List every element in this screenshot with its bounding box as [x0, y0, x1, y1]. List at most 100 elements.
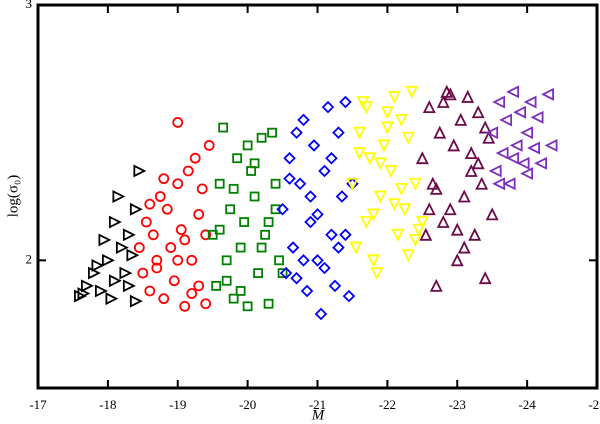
point: [161, 203, 173, 215]
point: [366, 208, 380, 222]
point: [541, 87, 554, 101]
point: [461, 89, 475, 103]
point: [429, 181, 443, 195]
point: [366, 254, 380, 268]
point: [516, 156, 530, 170]
point: [270, 204, 281, 215]
point: [457, 189, 471, 203]
point: [249, 191, 260, 202]
point: [520, 126, 534, 140]
point: [345, 177, 359, 191]
point: [377, 139, 391, 153]
point: [482, 130, 496, 144]
point: [260, 229, 270, 240]
point: [335, 190, 349, 203]
point: [182, 165, 194, 177]
point: [352, 147, 366, 161]
point: [475, 176, 489, 190]
point: [203, 140, 215, 151]
point: [151, 254, 163, 266]
point: [147, 229, 159, 241]
point: [235, 242, 246, 253]
point: [412, 223, 426, 237]
series: [133, 117, 215, 312]
point: [485, 207, 499, 221]
point: [115, 241, 129, 255]
point: [297, 254, 310, 267]
point: [485, 126, 499, 140]
point: [221, 275, 232, 286]
y-axis-label: log(σ₀): [5, 175, 21, 217]
point: [488, 164, 502, 178]
point: [242, 140, 253, 151]
point: [207, 229, 218, 240]
point: [172, 117, 184, 128]
point: [370, 267, 384, 281]
point: [165, 242, 177, 253]
point: [339, 95, 352, 109]
point: [311, 208, 324, 221]
point: [387, 198, 401, 212]
point: [509, 138, 523, 152]
point: [119, 266, 133, 280]
point: [307, 139, 321, 152]
point: [94, 284, 108, 298]
x-tick-label: -25: [588, 397, 600, 412]
point: [429, 278, 443, 292]
point: [380, 121, 394, 135]
point: [387, 91, 401, 104]
point: [464, 146, 478, 159]
point: [211, 280, 222, 291]
point: [408, 234, 422, 247]
point: [225, 204, 236, 215]
point: [499, 113, 513, 127]
point: [436, 215, 450, 228]
point: [129, 202, 143, 216]
x-tick-label: -20: [239, 397, 256, 412]
point: [332, 126, 345, 139]
point: [342, 289, 356, 303]
point: [290, 126, 303, 139]
point: [179, 234, 191, 246]
point: [112, 190, 126, 203]
point: [506, 151, 520, 165]
point: [530, 110, 544, 124]
point: [373, 190, 387, 204]
y-tick-label: 2: [26, 251, 33, 266]
point: [283, 151, 296, 165]
point: [267, 127, 277, 138]
point: [175, 224, 187, 236]
point: [359, 101, 373, 115]
point: [193, 208, 205, 220]
point: [133, 164, 147, 178]
point: [426, 176, 440, 190]
point: [363, 152, 377, 166]
point: [98, 233, 112, 247]
point: [179, 300, 191, 312]
point: [422, 100, 436, 114]
series: [74, 164, 147, 308]
point: [492, 177, 506, 191]
point: [158, 293, 170, 305]
point: [263, 217, 274, 227]
point: [144, 285, 156, 297]
point: [228, 293, 239, 304]
point: [422, 202, 436, 216]
point: [154, 191, 166, 202]
point: [304, 190, 317, 203]
point: [523, 95, 537, 109]
point: [450, 222, 464, 236]
point: [527, 141, 541, 155]
point: [193, 280, 205, 292]
point: [513, 105, 527, 119]
point: [263, 298, 274, 309]
point: [318, 261, 331, 275]
point: [464, 163, 478, 177]
point: [228, 183, 239, 194]
point: [314, 307, 328, 321]
point: [253, 268, 264, 279]
point: [256, 242, 267, 253]
point: [398, 203, 412, 217]
point: [332, 241, 345, 254]
point: [478, 271, 492, 285]
